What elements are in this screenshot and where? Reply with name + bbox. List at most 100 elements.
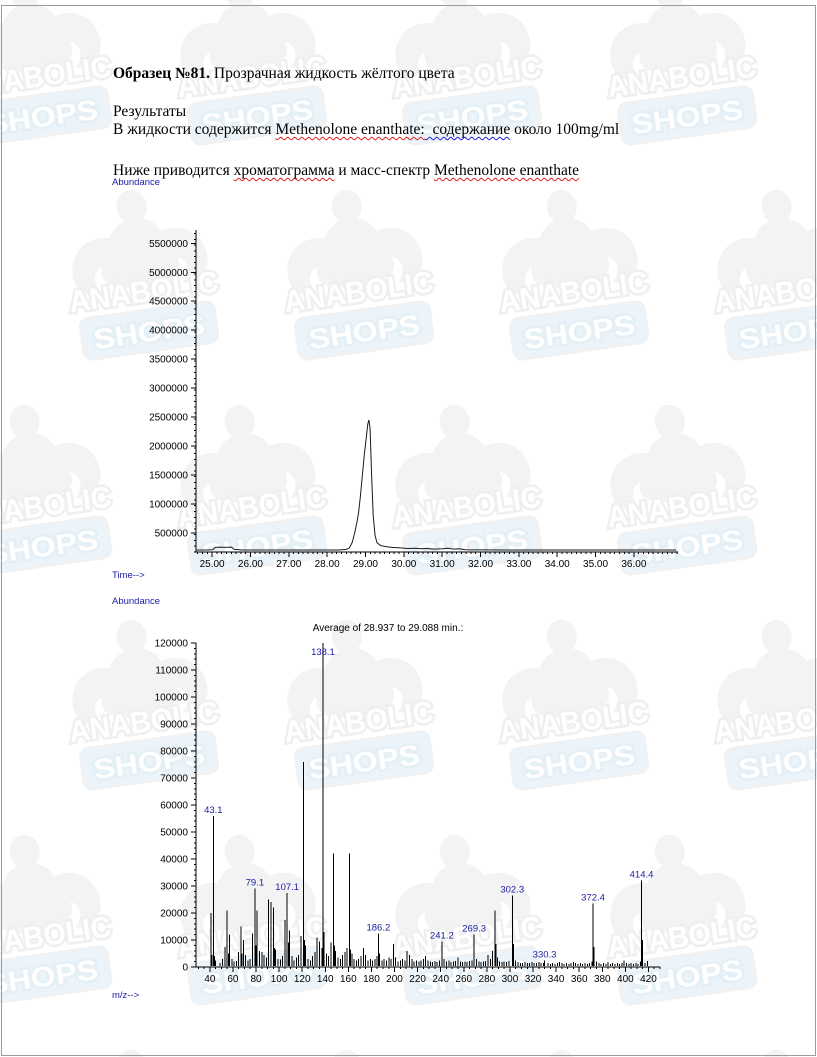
watermark-badge bbox=[509, 300, 650, 361]
y-tick-label: 120000 bbox=[155, 639, 189, 650]
watermark-badge bbox=[0, 85, 113, 146]
muscle-figure-body bbox=[395, 433, 531, 511]
x-tick-label: 35.00 bbox=[583, 559, 608, 570]
muscle-figure-head bbox=[9, 404, 40, 439]
watermark-badge bbox=[187, 85, 328, 146]
watermark-tile: ANABOLIC SHOPS bbox=[0, 385, 135, 585]
substance-name-2: Methenolone enanthate bbox=[434, 162, 580, 179]
y-tick-label: 2500000 bbox=[149, 413, 188, 424]
muscle-figure-head bbox=[761, 189, 792, 224]
muscle-figure-body bbox=[610, 3, 746, 81]
mass-peak-label: 241.2 bbox=[430, 930, 454, 941]
muscle-figure-body bbox=[0, 3, 101, 81]
watermark-tile: ANABOLIC SHOPS bbox=[0, 815, 135, 1015]
x-tick-label: 140 bbox=[317, 974, 334, 985]
watermark-tile: ANABOLIC SHOPS bbox=[365, 0, 565, 155]
mass-peak-label: 330.3 bbox=[533, 949, 557, 960]
muscle-figure-head bbox=[654, 834, 685, 869]
y-tick-label: 4500000 bbox=[149, 297, 188, 308]
muscle-figure-head bbox=[224, 0, 255, 9]
y-tick-label: 20000 bbox=[160, 909, 188, 920]
x-tick-label: 280 bbox=[479, 974, 496, 985]
watermark-badge bbox=[294, 300, 435, 361]
watermark-badge bbox=[617, 945, 758, 1006]
x-tick-label: 260 bbox=[455, 974, 472, 985]
muscle-figure-body bbox=[287, 648, 423, 726]
muscle-figure-head bbox=[331, 189, 362, 224]
watermark-tile: ANABOLIC SHOPS bbox=[0, 0, 135, 155]
x-tick-label: 340 bbox=[548, 974, 565, 985]
y-tick-label: 2000000 bbox=[149, 442, 188, 453]
muscle-figure-head bbox=[654, 404, 685, 439]
y-tick-label: 5500000 bbox=[149, 239, 188, 250]
x-tick-label: 30.00 bbox=[391, 559, 416, 570]
x-tick-label: 300 bbox=[502, 974, 519, 985]
watermark-badge bbox=[79, 300, 220, 361]
muscle-figure-head bbox=[546, 189, 577, 224]
y-tick-label: 90000 bbox=[160, 720, 188, 731]
muscle-figure-body bbox=[72, 648, 208, 726]
mass-peak-label: 414.4 bbox=[630, 870, 654, 881]
y-tick-label: 500000 bbox=[155, 528, 189, 539]
x-tick-label: 33.00 bbox=[506, 559, 531, 570]
mass-peak-label: 43.1 bbox=[204, 805, 223, 816]
muscle-figure-head bbox=[9, 834, 40, 869]
total-ion-chromatogram-plot: 25.00 26.00 27.00 28.00 29.00 30.00 31.00 32.00… bbox=[149, 230, 678, 570]
mass-spectrum-title: Average of 28.937 to 29.088 min.: bbox=[312, 623, 464, 634]
anabolic-shops-watermark: ANABOLIC SHOPS bbox=[603, 834, 761, 1006]
muscle-figure-head bbox=[116, 189, 147, 224]
x-tick-label: 25.00 bbox=[200, 559, 225, 570]
muscle-figure-body bbox=[180, 3, 316, 81]
watermark-badge bbox=[402, 85, 543, 146]
y-tick-label: 1500000 bbox=[149, 470, 188, 481]
watermark-tile: ANABOLIC SHOPS bbox=[472, 600, 672, 800]
y-tick-label: 4000000 bbox=[149, 326, 188, 337]
anabolic-shops-watermark: ANABOLIC SHOPS bbox=[710, 189, 817, 361]
muscle-figure-head bbox=[654, 0, 685, 9]
muscle-figure-body bbox=[717, 648, 817, 726]
anabolic-shops-watermark: ANABOLIC SHOPS bbox=[0, 404, 116, 576]
y-tick-label: 1000000 bbox=[149, 499, 188, 510]
anabolic-shops-watermark: ANABOLIC SHOPS bbox=[603, 404, 761, 576]
sample-title: Образец №81. Прозрачная жидкость жёлтого… bbox=[113, 64, 455, 83]
mass-peak-label: 79.1 bbox=[246, 878, 265, 889]
x-tick-label: 420 bbox=[640, 974, 657, 985]
muscle-figure-body bbox=[395, 863, 531, 941]
chromatogram-word: хроматограмма bbox=[233, 162, 335, 179]
x-tick-label: 60 bbox=[227, 974, 239, 985]
muscle-figure-body bbox=[180, 863, 316, 941]
watermark-badge bbox=[724, 730, 817, 791]
muscle-figure-head bbox=[439, 834, 470, 869]
x-tick-label: 240 bbox=[432, 974, 449, 985]
y-tick-label: 70000 bbox=[160, 774, 188, 785]
muscle-figure-head bbox=[546, 619, 577, 654]
muscle-figure-head bbox=[9, 0, 40, 9]
watermark-tile: ANABOLIC SHOPS bbox=[257, 170, 457, 370]
x-tick-label: 34.00 bbox=[545, 559, 570, 570]
watermark-tile: ANABOLIC SHOPS bbox=[150, 0, 350, 155]
x-tick-label: 160 bbox=[340, 974, 357, 985]
anabolic-shops-watermark: ANABOLIC SHOPS bbox=[710, 619, 817, 791]
chromatogram-xlabel: Time--> bbox=[112, 570, 145, 581]
results-text: В жидкости содержится bbox=[113, 121, 276, 138]
anabolic-shops-watermark: ANABOLIC SHOPS bbox=[280, 619, 438, 791]
anabolic-shops-watermark: ANABOLIC SHOPS bbox=[388, 0, 546, 146]
x-tick-label: 180 bbox=[363, 974, 380, 985]
watermark-tile: ANABOLIC SHOPS bbox=[687, 600, 817, 800]
watermark-tile: ANABOLIC SHOPS bbox=[580, 815, 780, 1015]
watermark-badge bbox=[0, 945, 113, 1006]
muscle-figure-body bbox=[287, 218, 423, 296]
x-tick-label: 28.00 bbox=[315, 559, 340, 570]
y-tick-label: 0 bbox=[182, 963, 188, 974]
anabolic-shops-watermark: ANABOLIC SHOPS bbox=[173, 0, 331, 146]
anabolic-shops-watermark: ANABOLIC SHOPS bbox=[280, 189, 438, 361]
watermark-badge bbox=[402, 945, 543, 1006]
x-tick-label: 400 bbox=[617, 974, 634, 985]
concentration-text: около 100mg/ml bbox=[510, 121, 620, 138]
mass-peak-label: 269.3 bbox=[462, 924, 486, 935]
mass-peak-label: 138.1 bbox=[311, 647, 335, 658]
x-tick-label: 27.00 bbox=[276, 559, 301, 570]
x-tick-label: 200 bbox=[386, 974, 403, 985]
x-tick-label: 36.00 bbox=[621, 559, 646, 570]
